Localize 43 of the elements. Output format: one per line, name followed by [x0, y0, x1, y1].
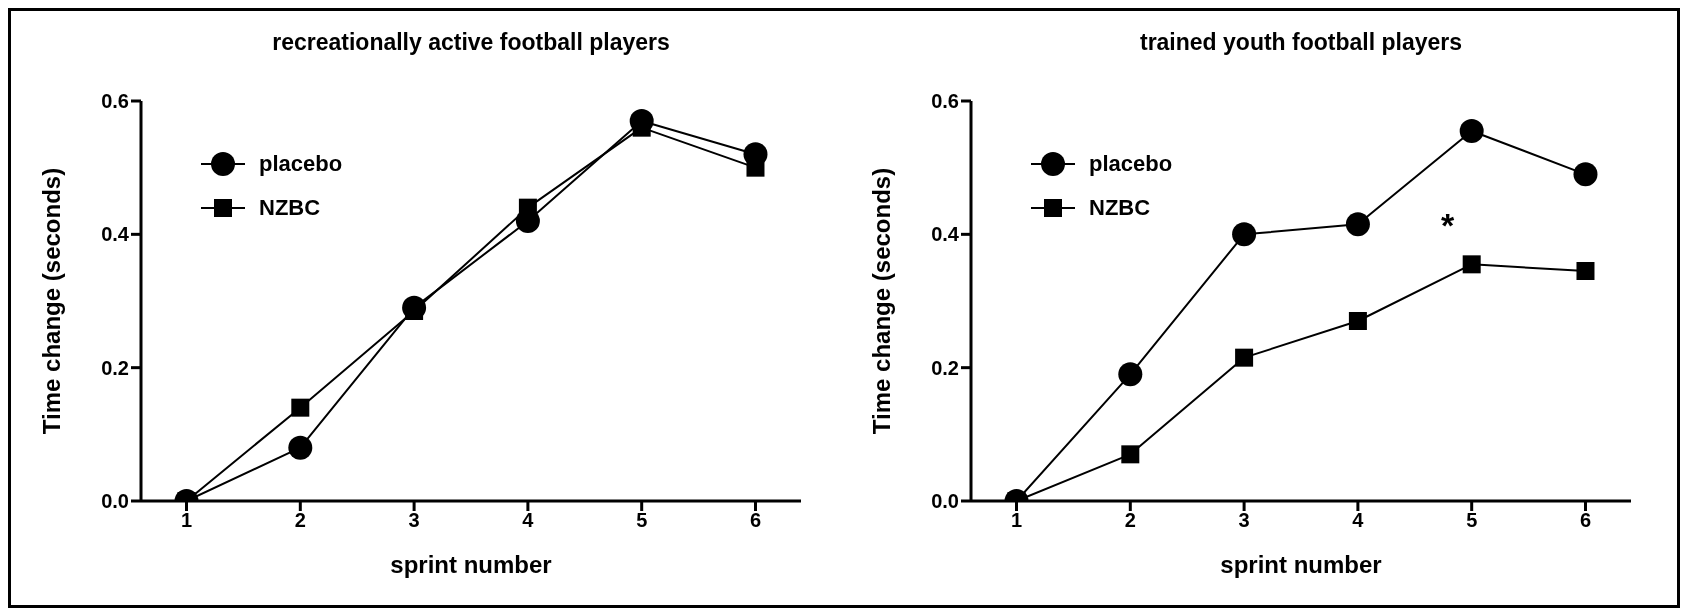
x-tick-label: 3 — [408, 509, 420, 532]
x-tick-label: 4 — [522, 509, 535, 532]
y-tick-label: 0.0 — [101, 490, 129, 513]
point — [1576, 262, 1595, 280]
y-tick-label: 0.4 — [101, 223, 130, 246]
x-tick-label: 2 — [294, 509, 306, 532]
y-axis-title: Time change (seconds) — [867, 167, 895, 435]
annotation: * — [1441, 206, 1455, 245]
x-tick-label: 4 — [1352, 509, 1365, 532]
x-tick-label: 2 — [1124, 509, 1136, 532]
x-tick-label: 1 — [180, 509, 193, 532]
chart-title: trained youth football players — [1138, 29, 1463, 56]
y-tick-label: 0.2 — [101, 356, 129, 379]
x-tick-label: 1 — [1010, 509, 1023, 532]
y-tick-label: 0.6 — [931, 90, 959, 113]
y-tick-label: 0.2 — [931, 356, 959, 379]
x-tick-label: 5 — [636, 509, 648, 532]
legend-label: NZBC — [259, 195, 321, 221]
y-tick-label: 0.6 — [101, 90, 129, 113]
point — [1573, 162, 1598, 187]
x-tick-label: 3 — [1238, 509, 1250, 532]
point — [291, 398, 310, 417]
x-tick-label: 6 — [749, 509, 762, 532]
x-tick-label: 6 — [1579, 509, 1592, 532]
point — [1459, 119, 1484, 143]
point — [1232, 222, 1257, 247]
point — [1235, 348, 1254, 367]
point — [288, 435, 313, 460]
point — [1345, 212, 1370, 237]
y-axis-title: Time change (seconds) — [37, 167, 65, 435]
point — [1462, 255, 1481, 274]
y-tick-label: 0.0 — [931, 490, 959, 513]
point — [1348, 312, 1367, 330]
x-tick-label: 5 — [1466, 509, 1478, 532]
legend-label: placebo — [259, 151, 343, 177]
x-axis-title: sprint number — [1220, 551, 1382, 578]
x-axis-title: sprint number — [390, 551, 552, 578]
legend-label: placebo — [1089, 151, 1173, 177]
y-tick-label: 0.4 — [931, 223, 960, 246]
chart-title: recreationally active football players — [271, 29, 671, 56]
legend-label: NZBC — [1089, 195, 1151, 221]
point — [1118, 362, 1143, 387]
point — [1121, 445, 1140, 464]
